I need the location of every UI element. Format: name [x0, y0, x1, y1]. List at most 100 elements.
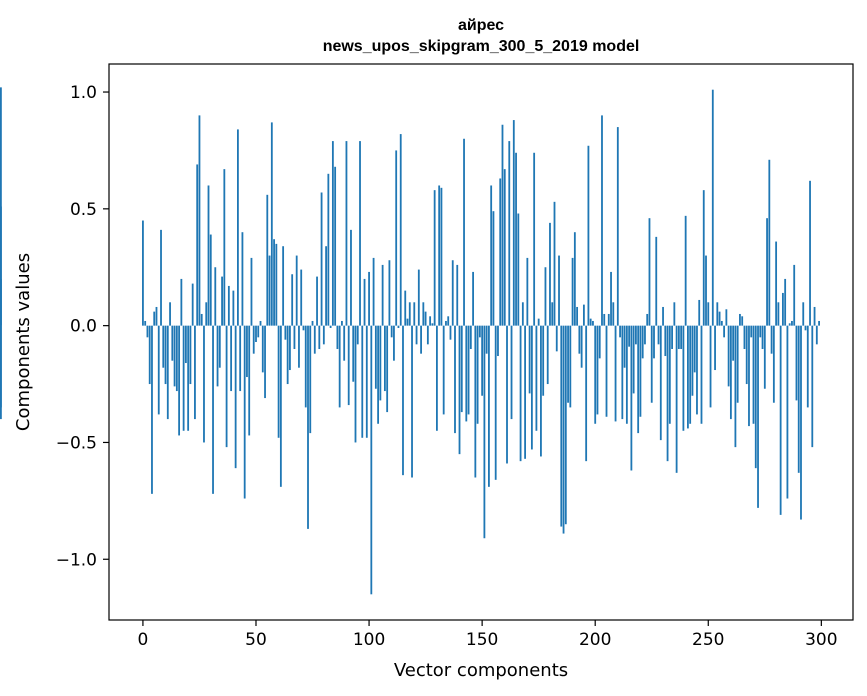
bar-147 — [474, 325, 477, 478]
bar-14 — [173, 325, 176, 387]
bar-undefined — [0, 325, 2, 420]
bar-97 — [361, 325, 364, 438]
x-tick-label: 50 — [245, 630, 267, 650]
bar-291 — [800, 325, 802, 520]
bar-220 — [639, 325, 642, 417]
bar-235 — [673, 302, 676, 326]
bar-80 — [322, 325, 325, 345]
bar-266 — [743, 325, 746, 350]
bar-198 — [589, 318, 592, 326]
bar-26 — [200, 313, 203, 326]
bar-221 — [641, 325, 644, 359]
bar-33 — [216, 325, 219, 387]
bar-230 — [662, 306, 664, 326]
bar-39 — [230, 325, 233, 392]
bar-170 — [526, 257, 529, 326]
bar-145 — [469, 325, 472, 350]
bar-216 — [630, 325, 633, 471]
bar-215 — [628, 325, 631, 347]
bar-141 — [460, 325, 463, 413]
bar-41 — [234, 325, 237, 469]
bar-228 — [657, 325, 660, 345]
bar-254 — [716, 302, 719, 326]
bar-54 — [264, 325, 266, 399]
bar-11 — [166, 325, 169, 420]
bar-222 — [644, 325, 646, 345]
bar-261 — [732, 325, 735, 361]
bar-68 — [295, 255, 298, 326]
bar-298 — [815, 325, 818, 345]
bar-250 — [707, 302, 710, 326]
bar-138 — [454, 325, 456, 434]
bar-289 — [795, 325, 798, 401]
bar-101 — [370, 325, 373, 595]
bar-195 — [582, 304, 585, 326]
bar-161 — [506, 325, 508, 464]
bar-163 — [510, 325, 513, 420]
bar-25 — [198, 115, 201, 326]
bar-136 — [449, 325, 452, 340]
bar-154 — [490, 185, 493, 326]
bar-274 — [761, 325, 764, 350]
bar-268 — [748, 325, 750, 427]
bar-70 — [300, 269, 303, 326]
bar-12 — [169, 302, 171, 326]
bar-174 — [535, 325, 538, 431]
bar-211 — [619, 325, 621, 338]
bar-96 — [359, 141, 361, 326]
bar-110 — [390, 325, 393, 338]
bar-237 — [677, 325, 680, 350]
bar-49 — [252, 325, 255, 354]
y-tick-label: 1.0 — [70, 83, 97, 103]
bar-60 — [277, 325, 280, 438]
bar-160 — [503, 169, 506, 326]
bar-193 — [578, 325, 581, 354]
bar-133 — [442, 325, 445, 415]
bar-130 — [436, 325, 438, 431]
bar-165 — [515, 152, 517, 326]
bar-93 — [352, 325, 355, 382]
bar-109 — [388, 260, 391, 326]
bar-225 — [650, 325, 653, 403]
bar-116 — [404, 290, 407, 326]
bar-108 — [386, 325, 389, 413]
bar-92 — [350, 229, 352, 326]
bar-91 — [347, 325, 350, 406]
bar-159 — [501, 124, 504, 326]
bar-135 — [447, 316, 450, 326]
bar-36 — [223, 169, 226, 326]
bar-40 — [232, 290, 235, 326]
bar-205 — [605, 325, 608, 417]
bar-279 — [772, 325, 775, 403]
bar-224 — [648, 218, 651, 326]
bar-248 — [702, 190, 705, 326]
bar-282 — [779, 325, 782, 515]
bar-192 — [576, 306, 579, 326]
bar-112 — [395, 150, 398, 326]
bar-227 — [655, 236, 658, 326]
bar-210 — [616, 127, 619, 326]
bar-247 — [700, 325, 703, 424]
bar-142 — [463, 138, 465, 326]
bar-190 — [571, 257, 574, 326]
bar-208 — [612, 302, 615, 326]
y-axis-label: Components values — [13, 253, 34, 431]
bar-284 — [784, 278, 787, 326]
bar-79 — [320, 192, 323, 326]
bar-196 — [585, 325, 588, 462]
bar-127 — [429, 316, 432, 326]
bar-187 — [564, 325, 567, 525]
bar-263 — [736, 325, 739, 403]
bar-253 — [714, 325, 716, 371]
bar-157 — [497, 325, 499, 357]
bar-81 — [325, 246, 327, 326]
bar-18 — [182, 325, 185, 431]
bar-238 — [680, 325, 683, 350]
bar-43 — [239, 325, 242, 392]
bar-90 — [345, 141, 348, 326]
x-tick-label: 200 — [579, 630, 611, 650]
bar-212 — [621, 325, 624, 420]
bar-73 — [307, 325, 309, 529]
bar-287 — [791, 320, 793, 326]
